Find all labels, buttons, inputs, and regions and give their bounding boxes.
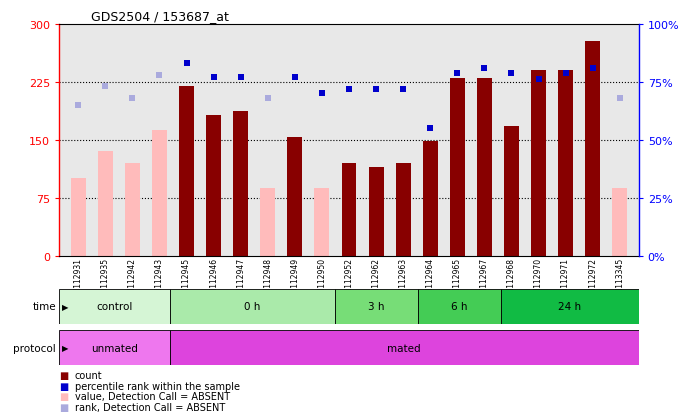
Bar [341, 164, 357, 256]
Bar [450, 79, 465, 256]
Bar [260, 188, 275, 256]
Bar [59, 289, 170, 324]
Bar [179, 86, 194, 256]
Text: rank, Detection Call = ABSENT: rank, Detection Call = ABSENT [75, 402, 225, 412]
Bar [504, 126, 519, 256]
Bar [98, 152, 113, 256]
Text: 0 h: 0 h [244, 301, 260, 312]
Bar [531, 71, 546, 256]
Bar [288, 138, 302, 256]
Bar [315, 188, 329, 256]
Text: protocol: protocol [13, 343, 56, 353]
Text: ■: ■ [59, 370, 68, 380]
Bar [423, 142, 438, 256]
Text: 24 h: 24 h [558, 301, 581, 312]
Text: ■: ■ [59, 402, 68, 412]
Bar [477, 79, 492, 256]
Text: 6 h: 6 h [451, 301, 468, 312]
Text: 3 h: 3 h [369, 301, 385, 312]
Text: time: time [32, 301, 56, 312]
Text: ▶: ▶ [62, 302, 68, 311]
Bar [125, 164, 140, 256]
Text: percentile rank within the sample: percentile rank within the sample [75, 381, 239, 391]
Bar [170, 330, 639, 366]
Bar [335, 289, 418, 324]
Bar [585, 42, 600, 256]
Text: control: control [96, 301, 133, 312]
Text: value, Detection Call = ABSENT: value, Detection Call = ABSENT [75, 392, 230, 401]
Bar [152, 131, 167, 256]
Text: count: count [75, 370, 103, 380]
Text: ▶: ▶ [62, 344, 68, 352]
Bar [418, 289, 500, 324]
Bar [59, 330, 170, 366]
Text: unmated: unmated [91, 343, 138, 353]
Bar [369, 167, 383, 256]
Text: ■: ■ [59, 381, 68, 391]
Bar [500, 289, 639, 324]
Bar [170, 289, 335, 324]
Bar [233, 112, 248, 256]
Bar [70, 179, 86, 256]
Bar [612, 188, 628, 256]
Text: GDS2504 / 153687_at: GDS2504 / 153687_at [91, 10, 229, 23]
Bar [396, 164, 410, 256]
Text: mated: mated [387, 343, 421, 353]
Text: ■: ■ [59, 392, 68, 401]
Bar [558, 71, 573, 256]
Bar [206, 116, 221, 256]
